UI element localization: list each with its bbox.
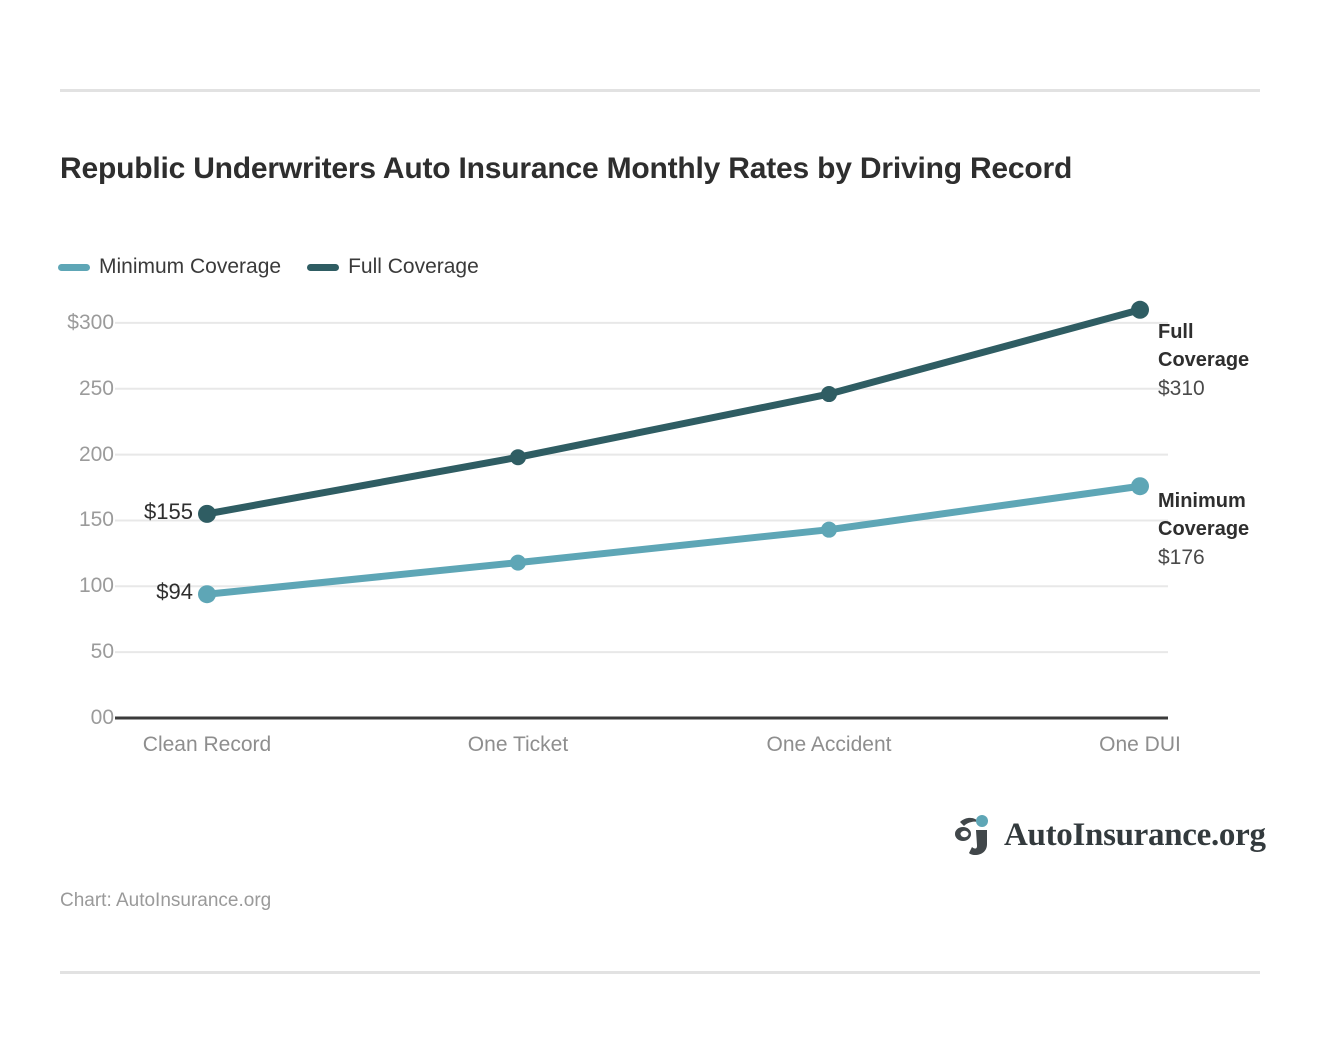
annotation-minimum-coverage: Minimum Coverage $176 [1158,487,1276,573]
legend-swatch-full-coverage [307,263,340,271]
x-axis-tick-label: One Ticket [467,733,569,756]
annotation-full-coverage-value: $310 [1158,377,1205,400]
brand-name: AutoInsurance.org [1004,816,1266,853]
x-axis-tick-label: Clean Record [142,733,272,756]
y-axis-tick-label: 200 [78,442,114,466]
annotation-full-coverage-name: Full Coverage [1158,321,1250,371]
y-axis-tick-label: 00 [90,706,114,729]
data-point[interactable] [821,521,837,538]
series-line [203,306,1144,518]
legend-item-minimum-coverage[interactable]: Minimum Coverage [58,255,281,279]
legend-label-minimum-coverage: Minimum Coverage [99,255,282,278]
legend-swatch-minimum-coverage [58,263,90,271]
y-axis-tick-label: 100 [78,574,114,598]
gridlines [115,321,1168,654]
top-divider [60,89,1260,92]
y-axis-labels: 00 50 100 150 200 250 $300 [52,0,114,1060]
x-axis-tick-label: One Accident [766,733,892,756]
autoinsurance-logo-icon [955,815,988,855]
data-point-label: $155 [144,498,193,524]
y-axis-tick-label: 150 [78,508,114,532]
chart-legend: Minimum Coverage Full Coverage [58,255,479,279]
data-point[interactable] [510,449,526,466]
annotation-minimum-coverage-name: Minimum Coverage [1158,490,1250,540]
data-point-label: $94 [156,579,193,605]
y-axis-tick-label: $300 [67,310,114,334]
annotation-minimum-coverage-value: $176 [1158,546,1205,569]
series-lines [203,306,1144,598]
y-axis-tick-label: 250 [78,376,114,400]
data-point[interactable] [1131,477,1149,496]
bottom-divider [60,971,1260,974]
legend-label-full-coverage: Full Coverage [348,255,479,278]
data-point[interactable] [1131,300,1149,319]
data-point[interactable] [198,504,216,523]
x-axis-tick-label: One DUI [1099,733,1181,756]
series-line [203,482,1144,598]
series-points [198,300,1149,604]
data-point[interactable] [510,554,526,571]
y-axis-tick-label: 50 [90,640,114,664]
data-point[interactable] [821,386,837,403]
brand-logo[interactable]: AutoInsurance.org [952,812,1266,858]
legend-item-full-coverage[interactable]: Full Coverage [307,255,479,279]
annotation-full-coverage: Full Coverage $310 [1158,318,1276,404]
data-point[interactable] [198,585,216,604]
chart-source-note: Chart: AutoInsurance.org [60,890,272,911]
page-title: Republic Underwriters Auto Insurance Mon… [60,152,1073,185]
